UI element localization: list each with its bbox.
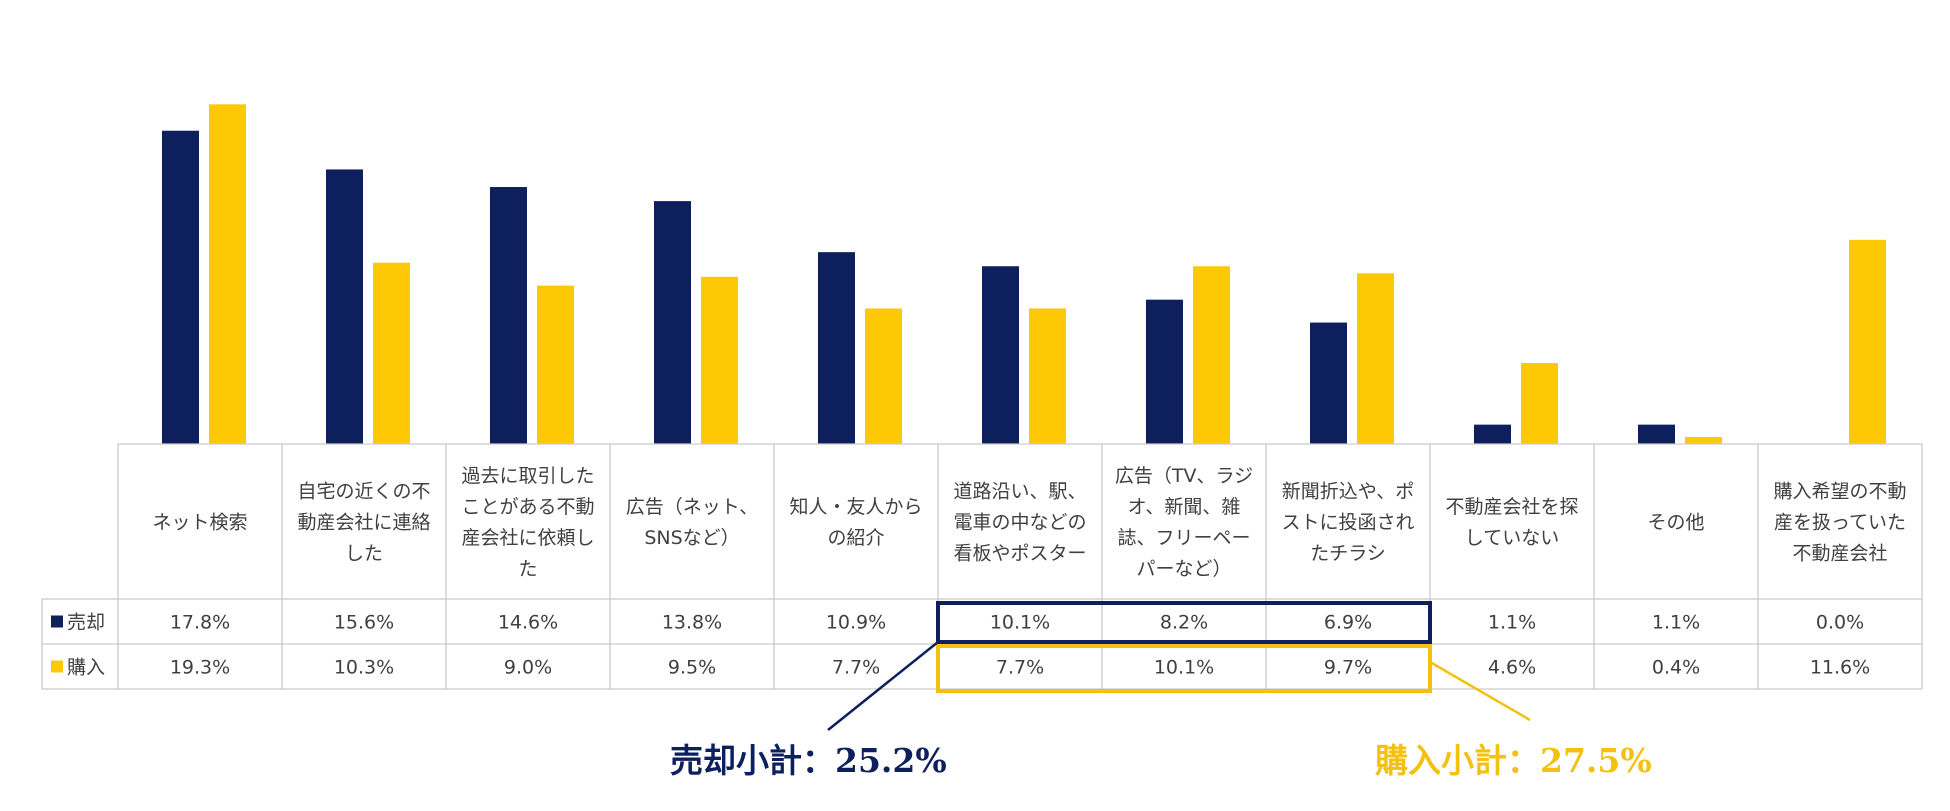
value-buy-1: 10.3% xyxy=(334,657,394,679)
value-sell-9: 1.1% xyxy=(1652,612,1700,634)
value-buy-2: 9.0% xyxy=(504,657,552,679)
bar-buy-0 xyxy=(209,104,246,444)
value-sell-6: 8.2% xyxy=(1160,612,1208,634)
value-buy-8: 4.6% xyxy=(1488,657,1536,679)
bar-buy-5 xyxy=(1029,308,1066,444)
category-label-7: 新聞折込や、ポストに投函されたチラシ xyxy=(1281,481,1414,565)
value-buy-7: 9.7% xyxy=(1324,657,1372,679)
value-sell-3: 13.8% xyxy=(662,612,722,634)
category-label-5: 道路沿い、駅、電車の中などの看板やポスター xyxy=(953,481,1086,565)
subtotal-annotations: 売却小計：25.2% 購入小計：27.5% xyxy=(670,601,1652,780)
bar-sell-7 xyxy=(1310,322,1347,444)
subtotal-sell-label: 売却小計：25.2% xyxy=(670,741,947,780)
bar-sell-8 xyxy=(1474,424,1511,444)
category-label-9: その他 xyxy=(1647,512,1704,534)
value-sell-7: 6.9% xyxy=(1324,612,1372,634)
value-sell-2: 14.6% xyxy=(498,612,558,634)
bars-group xyxy=(162,104,1886,445)
legend-label-sell: 売却 xyxy=(67,612,105,634)
highlight-box-buy xyxy=(936,644,1432,693)
value-buy-3: 9.5% xyxy=(668,657,716,679)
value-sell-8: 1.1% xyxy=(1488,612,1536,634)
legend-label-buy: 購入 xyxy=(67,657,105,679)
category-label-0: ネット検索 xyxy=(152,512,247,534)
value-buy-6: 10.1% xyxy=(1154,657,1214,679)
bar-sell-1 xyxy=(326,169,363,444)
highlight-box-sell xyxy=(936,601,1432,644)
data-table: ネット検索 自宅の近くの不動産会社に連絡した過去に取引したことがある不動産会社に依… xyxy=(41,443,1923,690)
bar-buy-1 xyxy=(373,262,410,444)
bar-buy-10 xyxy=(1849,239,1886,444)
category-label-10: 購入希望の不動産を扱っていた不動産会社 xyxy=(1773,481,1906,565)
value-buy-10: 11.6% xyxy=(1810,657,1870,679)
value-sell-10: 0.0% xyxy=(1816,612,1864,634)
value-buy-5: 7.7% xyxy=(996,657,1044,679)
bar-sell-3 xyxy=(654,201,691,444)
bar-sell-9 xyxy=(1638,424,1675,444)
callout-line-buy xyxy=(1429,660,1531,722)
value-buy-0: 19.3% xyxy=(170,657,230,679)
bar-buy-9 xyxy=(1685,436,1722,444)
bar-sell-5 xyxy=(982,266,1019,444)
bar-sell-6 xyxy=(1146,299,1183,444)
category-label-4: 知人・友人からの紹介 xyxy=(789,496,922,549)
value-buy-9: 0.4% xyxy=(1652,657,1700,679)
category-label-2: 過去に取引したことがある不動産会社に依頼した xyxy=(461,465,594,580)
bar-buy-7 xyxy=(1357,273,1394,444)
value-buy-4: 7.7% xyxy=(832,657,880,679)
callout-line-sell xyxy=(827,641,939,731)
legend-swatch-buy xyxy=(51,660,63,673)
bar-buy-3 xyxy=(701,276,738,444)
category-label-6: 広告（TV、ラジオ、新聞、雑誌、フリーペーパーなど） xyxy=(1115,465,1253,580)
bar-buy-2 xyxy=(537,285,574,444)
legend-swatch-sell xyxy=(51,615,63,628)
subtotal-buy-label: 購入小計：27.5% xyxy=(1375,741,1652,780)
bar-sell-0 xyxy=(162,130,199,444)
value-sell-5: 10.1% xyxy=(990,612,1050,634)
category-label-1: 自宅の近くの不動産会社に連絡した xyxy=(297,481,430,565)
category-label-8: 不動産会社を探していない xyxy=(1445,496,1578,549)
bar-sell-2 xyxy=(490,187,527,445)
bar-buy-4 xyxy=(865,308,902,444)
bar-buy-8 xyxy=(1521,363,1558,444)
bar-sell-4 xyxy=(818,252,855,444)
value-sell-1: 15.6% xyxy=(334,612,394,634)
category-label-3: 広告（ネット、 SNSなど） xyxy=(626,496,759,549)
value-sell-4: 10.9% xyxy=(826,612,886,634)
bar-buy-6 xyxy=(1193,266,1230,444)
value-sell-0: 17.8% xyxy=(170,612,230,634)
